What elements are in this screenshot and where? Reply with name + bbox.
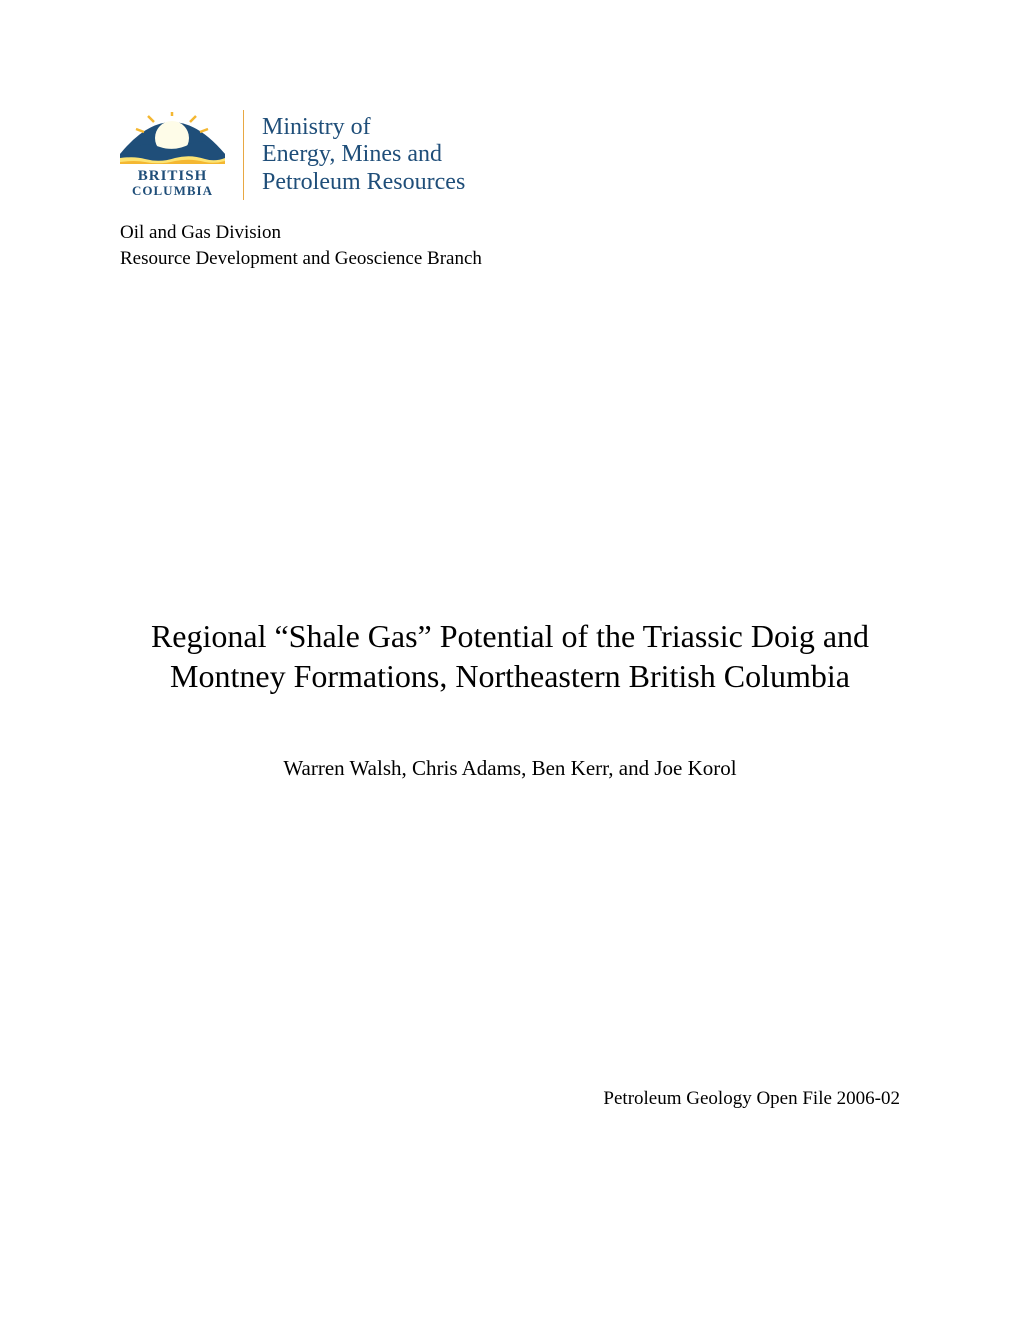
ministry-name: Ministry of Energy, Mines and Petroleum …: [262, 114, 465, 197]
document-title: Regional “Shale Gas” Potential of the Tr…: [120, 616, 900, 696]
logo-province-line2: COLUMBIA: [132, 183, 213, 199]
logo-divider: [243, 110, 244, 200]
title-line2: Montney Formations, Northeastern British…: [120, 656, 900, 696]
ministry-line1: Ministry of: [262, 114, 465, 142]
title-line1: Regional “Shale Gas” Potential of the Tr…: [120, 616, 900, 656]
ministry-line3: Petroleum Resources: [262, 169, 465, 197]
header-logo-block: BRITISH COLUMBIA Ministry of Energy, Min…: [120, 110, 900, 200]
authors: Warren Walsh, Chris Adams, Ben Kerr, and…: [120, 756, 900, 781]
division-block: Oil and Gas Division Resource Developmen…: [120, 220, 900, 271]
footer-reference: Petroleum Geology Open File 2006-02: [603, 1088, 900, 1110]
division-line2: Resource Development and Geoscience Bran…: [120, 246, 900, 272]
ministry-line2: Energy, Mines and: [262, 141, 465, 169]
title-block: Regional “Shale Gas” Potential of the Tr…: [120, 616, 900, 696]
bc-emblem-icon: [120, 112, 225, 164]
division-line1: Oil and Gas Division: [120, 220, 900, 246]
document-page: BRITISH COLUMBIA Ministry of Energy, Min…: [0, 0, 1020, 1320]
bc-logo: BRITISH COLUMBIA: [120, 112, 225, 199]
